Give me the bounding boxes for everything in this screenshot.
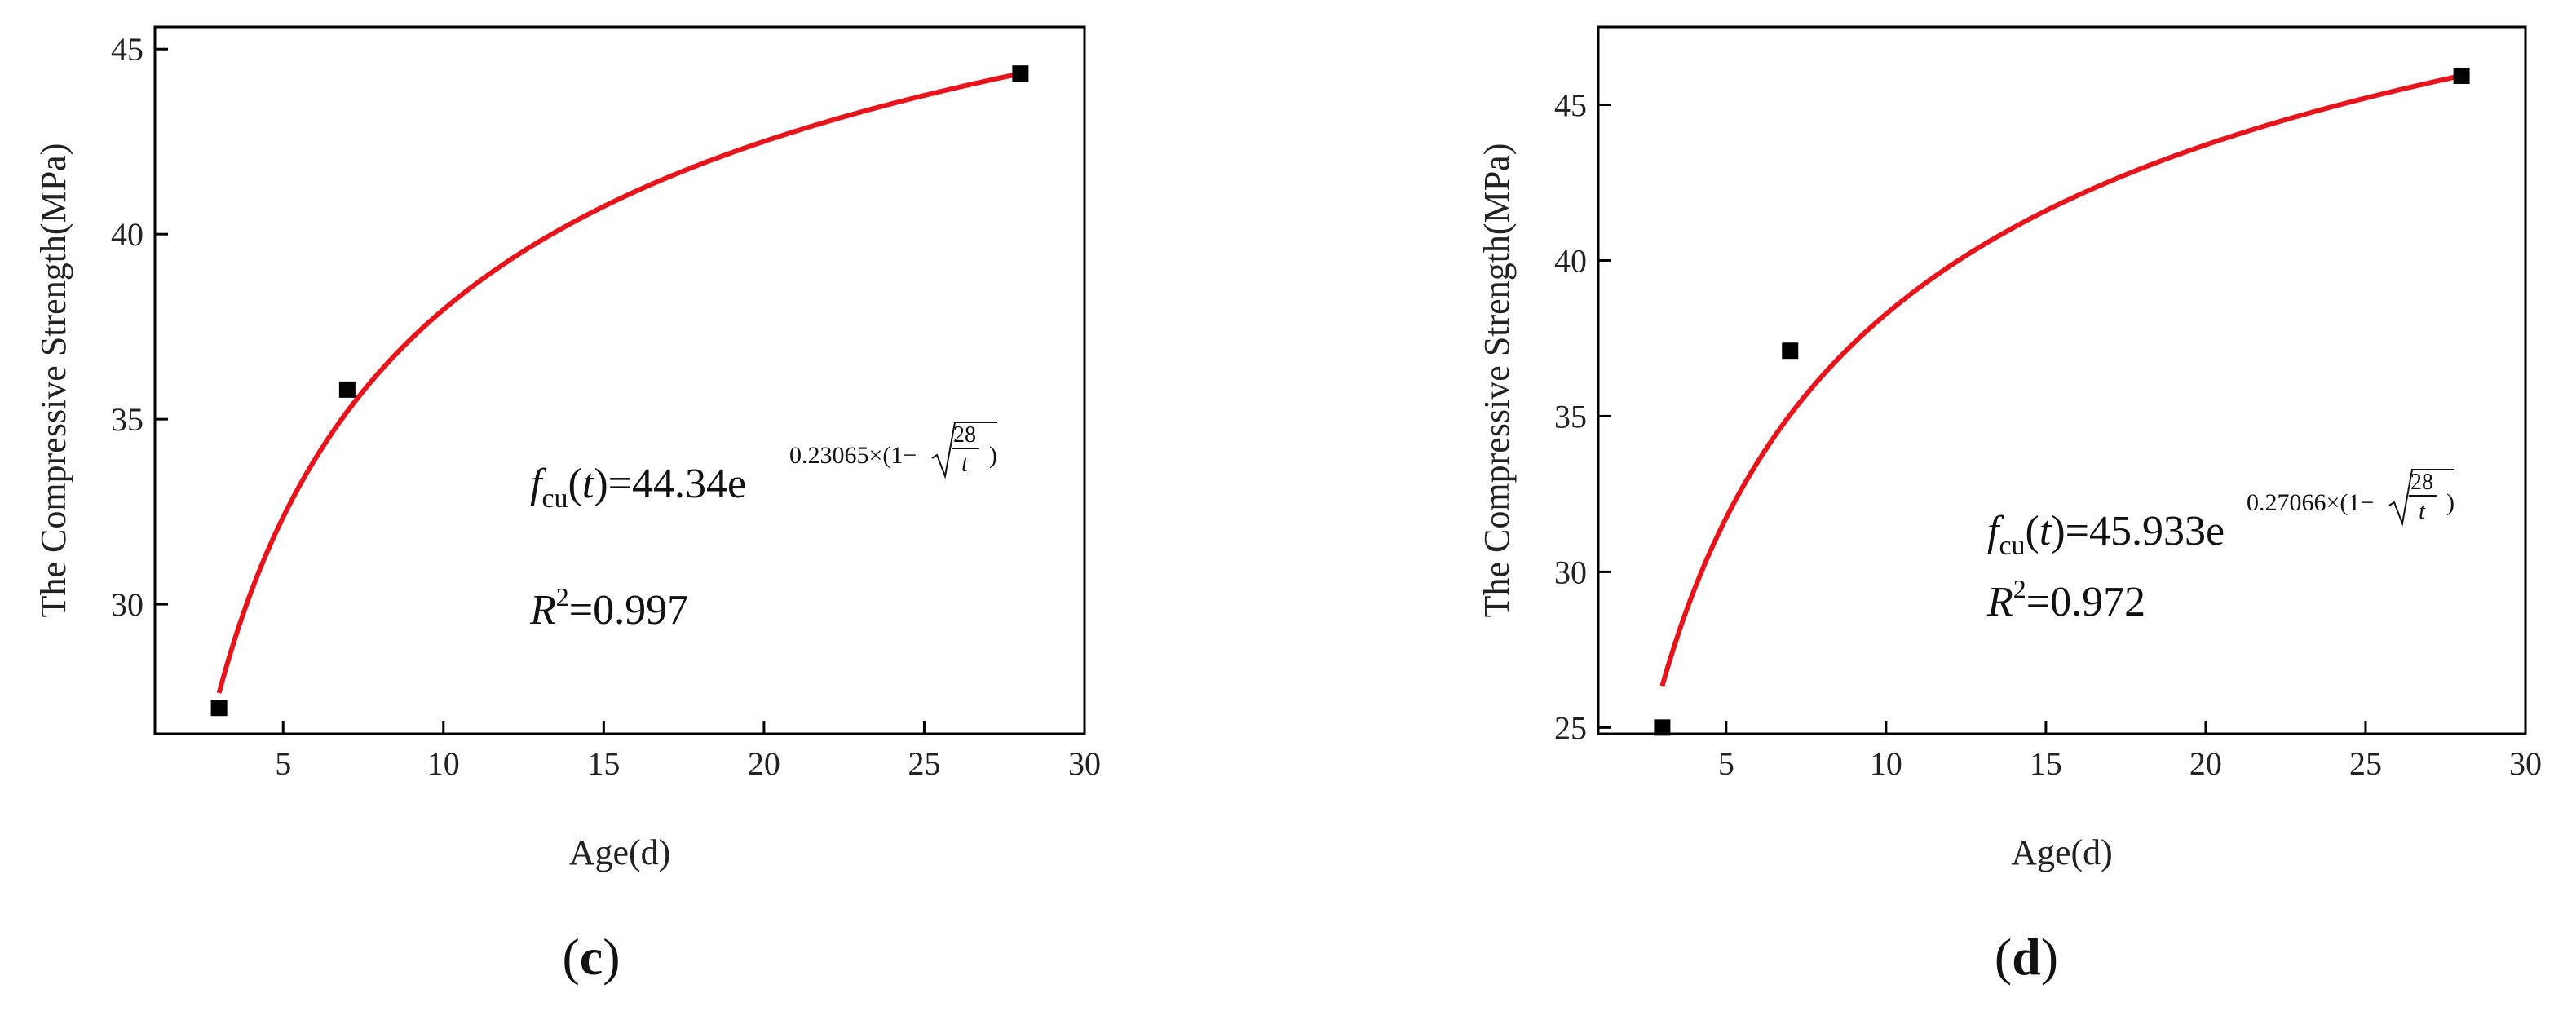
r-superscript: 2 (556, 582, 569, 611)
equation-exponent-close: ) (989, 442, 997, 469)
plot-frame (1597, 25, 2527, 735)
panel-label-letter: c (580, 928, 603, 986)
r-squared: R2=0.997 (529, 582, 688, 634)
y-tick-label: 45 (1554, 86, 1587, 123)
equation-part: ( (568, 461, 582, 507)
equation-part: ( (2026, 508, 2039, 554)
panel-label-letter: d (2012, 928, 2041, 986)
chart-svg-c: 5 10 15 20 25 30 30 35 40 45 Age(d) The Compressive… (33, 25, 1101, 986)
plot-frame (153, 25, 1086, 735)
data-point (1654, 719, 1671, 736)
y-tick-label: 35 (111, 401, 144, 438)
sqrt-sign (931, 422, 997, 479)
data-point (2453, 67, 2470, 84)
panel-label-close: ) (2041, 928, 2058, 986)
equation-part: ) (2051, 508, 2065, 554)
data-point (210, 700, 228, 717)
x-tick-label: 30 (1068, 745, 1101, 782)
equation-exponent-close: ) (2446, 489, 2454, 516)
r-value: =0.972 (2026, 579, 2145, 625)
x-tick-label: 10 (427, 745, 460, 782)
sqrt-sign (2388, 469, 2454, 527)
fit-curve (1659, 73, 2463, 687)
y-tick-label: 30 (111, 586, 144, 623)
x-axis-title: Age(d) (2011, 832, 2113, 872)
x-tick-label: 15 (587, 745, 620, 782)
sqrt-denominator: t (2419, 499, 2426, 524)
x-tick-label: 25 (908, 745, 940, 782)
x-tick-label: 20 (2189, 745, 2222, 782)
equation-part: =44.34e (608, 461, 746, 507)
r-squared: R2=0.972 (1986, 574, 2145, 625)
y-tick-label: 45 (111, 31, 144, 68)
x-tick-label: 5 (1718, 745, 1734, 782)
y-axis-title: The Compressive Strength(MPa) (1477, 143, 1517, 618)
panel-label-open: ( (1995, 928, 2012, 986)
data-point (1782, 342, 1799, 360)
y-tick-label: 40 (111, 216, 144, 253)
chart-panel-d: 5 10 15 20 25 30 25 30 35 40 45 Age(d) The Compressi… (1288, 0, 2576, 1011)
x-tick-label: 30 (2509, 745, 2542, 782)
equation-part: cu (1999, 531, 2025, 561)
equation-part: t (2039, 508, 2052, 554)
fit-equation: fcu(t)=45.933e (1987, 508, 2225, 561)
data-point (1012, 65, 1029, 82)
x-axis-title: Age(d) (569, 832, 671, 872)
r-symbol: R (529, 587, 556, 634)
y-axis-title: The Compressive Strength(MPa) (33, 143, 73, 618)
chart-panel-c: 5 10 15 20 25 30 30 35 40 45 Age(d) The Compressive… (33, 25, 1101, 986)
sqrt-numerator: 28 (953, 422, 976, 448)
r-symbol: R (1986, 579, 2013, 625)
panel-label: (c) (562, 928, 620, 986)
x-tick-label: 15 (2030, 745, 2062, 782)
r-value: =0.997 (569, 587, 688, 634)
y-tick-label: 30 (1554, 554, 1587, 590)
x-tick-label: 5 (275, 745, 291, 782)
x-tick-label: 20 (748, 745, 780, 782)
panel-label-close: ) (603, 928, 620, 986)
sqrt-numerator: 28 (2410, 470, 2433, 495)
y-tick-label: 35 (1554, 398, 1587, 435)
equation-exponent: 0.23065×(1− (789, 442, 917, 469)
panel-label-open: ( (562, 928, 579, 986)
x-tick-label: 25 (2349, 745, 2382, 782)
equation-part: ) (594, 461, 608, 507)
data-point (338, 381, 356, 398)
sqrt-denominator: t (961, 452, 969, 477)
equation-part: cu (541, 483, 568, 514)
r-superscript: 2 (2013, 574, 2026, 603)
equation-part: =45.933e (2066, 508, 2225, 554)
chart-svg-d: 5 10 15 20 25 30 25 30 35 40 45 Age(d) The Compressi… (1477, 25, 2542, 986)
y-tick-label: 25 (1554, 709, 1587, 746)
x-tick-label: 10 (1870, 745, 1902, 782)
fit-equation: fcu(t)=44.34e (530, 461, 746, 514)
equation-part: t (582, 461, 595, 507)
equation-exponent: 0.27066×(1− (2247, 489, 2374, 516)
y-tick-label: 40 (1554, 242, 1587, 279)
fit-curve (216, 71, 1022, 694)
panel-label: (d) (1995, 928, 2058, 986)
